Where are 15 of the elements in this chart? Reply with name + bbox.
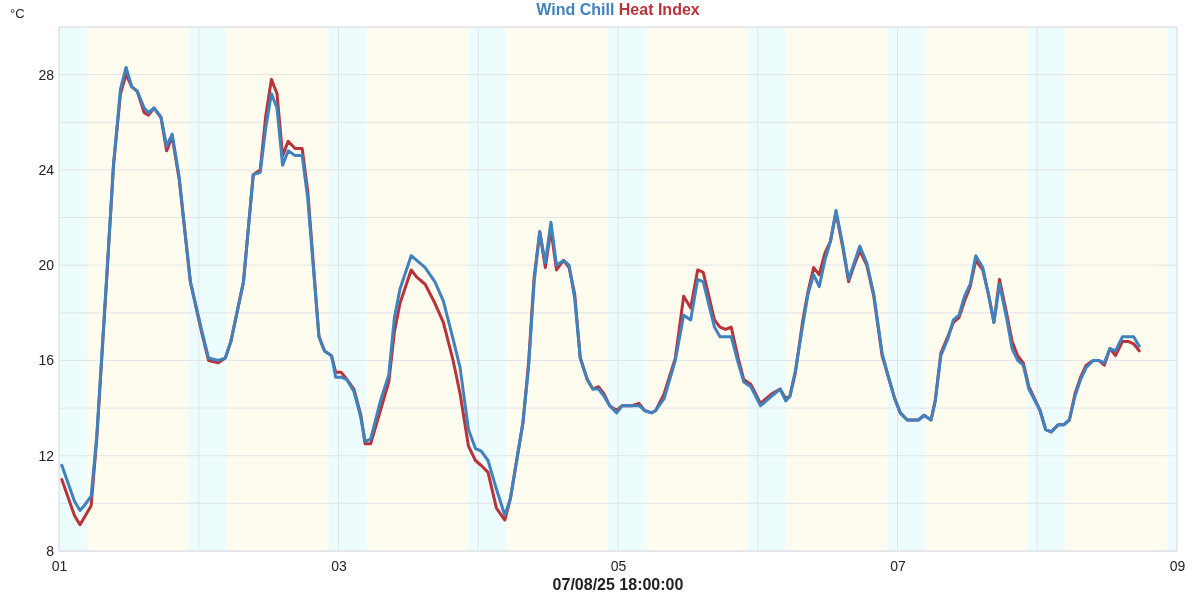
text: Heat Index [614, 1, 700, 18]
x-tick-label: 09 [1169, 557, 1186, 574]
x-tick-label: 03 [331, 557, 347, 574]
x-tick-label: 05 [610, 557, 627, 574]
y-tick-label: 28 [38, 66, 55, 83]
y-tick-label: 20 [38, 257, 55, 274]
y-tick-label: 24 [38, 161, 55, 178]
y-tick-label: 16 [38, 352, 55, 369]
y-tick-label: 12 [38, 447, 55, 464]
x-axis-title: 07/08/25 18:00:00 [552, 576, 684, 593]
text: Wind Chill [536, 1, 615, 18]
y-axis-title: °C [10, 6, 25, 21]
x-tick-label: 07 [890, 557, 906, 574]
x-tick-label: 01 [51, 557, 68, 574]
y-tick-label: 8 [46, 542, 55, 559]
